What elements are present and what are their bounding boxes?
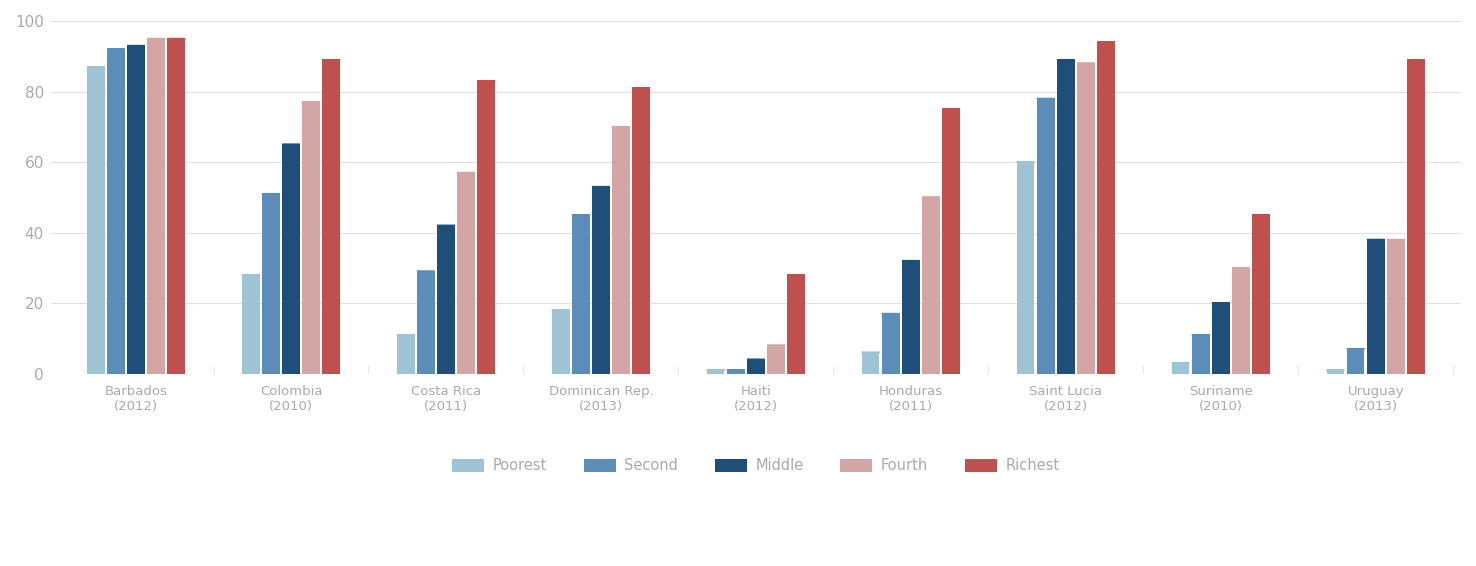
Bar	[1407, 60, 1424, 374]
Bar	[613, 127, 630, 374]
Bar	[922, 198, 940, 374]
Bar	[458, 173, 475, 374]
Bar	[942, 109, 959, 374]
Bar	[552, 310, 570, 374]
Bar	[437, 225, 455, 374]
Bar	[87, 67, 105, 374]
Bar	[787, 275, 804, 374]
Bar	[1232, 268, 1250, 374]
Bar	[768, 345, 785, 374]
Bar	[418, 271, 435, 374]
Bar	[263, 194, 280, 374]
Bar	[303, 102, 320, 374]
Bar	[1387, 239, 1405, 374]
Bar	[632, 88, 649, 374]
Bar	[1252, 215, 1269, 374]
Bar	[862, 353, 880, 374]
Bar	[167, 38, 184, 374]
Bar	[127, 46, 145, 374]
Bar	[1367, 239, 1384, 374]
Bar	[1212, 303, 1230, 374]
Bar	[1097, 42, 1114, 374]
Bar	[726, 370, 744, 374]
Bar	[747, 359, 765, 374]
Bar	[108, 49, 125, 374]
Bar	[282, 144, 300, 374]
Bar	[1346, 349, 1364, 374]
Bar	[592, 187, 610, 374]
Bar	[1077, 63, 1095, 374]
Bar	[397, 335, 415, 374]
Bar	[707, 370, 725, 374]
Bar	[1036, 98, 1054, 374]
Bar	[148, 38, 165, 374]
Bar	[571, 215, 590, 374]
Bar	[1172, 363, 1190, 374]
Bar	[902, 261, 920, 374]
Bar	[242, 275, 260, 374]
Bar	[1057, 60, 1075, 374]
Bar	[322, 60, 339, 374]
Bar	[477, 81, 494, 374]
Bar	[1191, 335, 1209, 374]
Bar	[1327, 370, 1345, 374]
Legend: Poorest, Second, Middle, Fourth, Richest: Poorest, Second, Middle, Fourth, Richest	[446, 452, 1066, 479]
Bar	[881, 314, 899, 374]
Bar	[1017, 162, 1035, 374]
